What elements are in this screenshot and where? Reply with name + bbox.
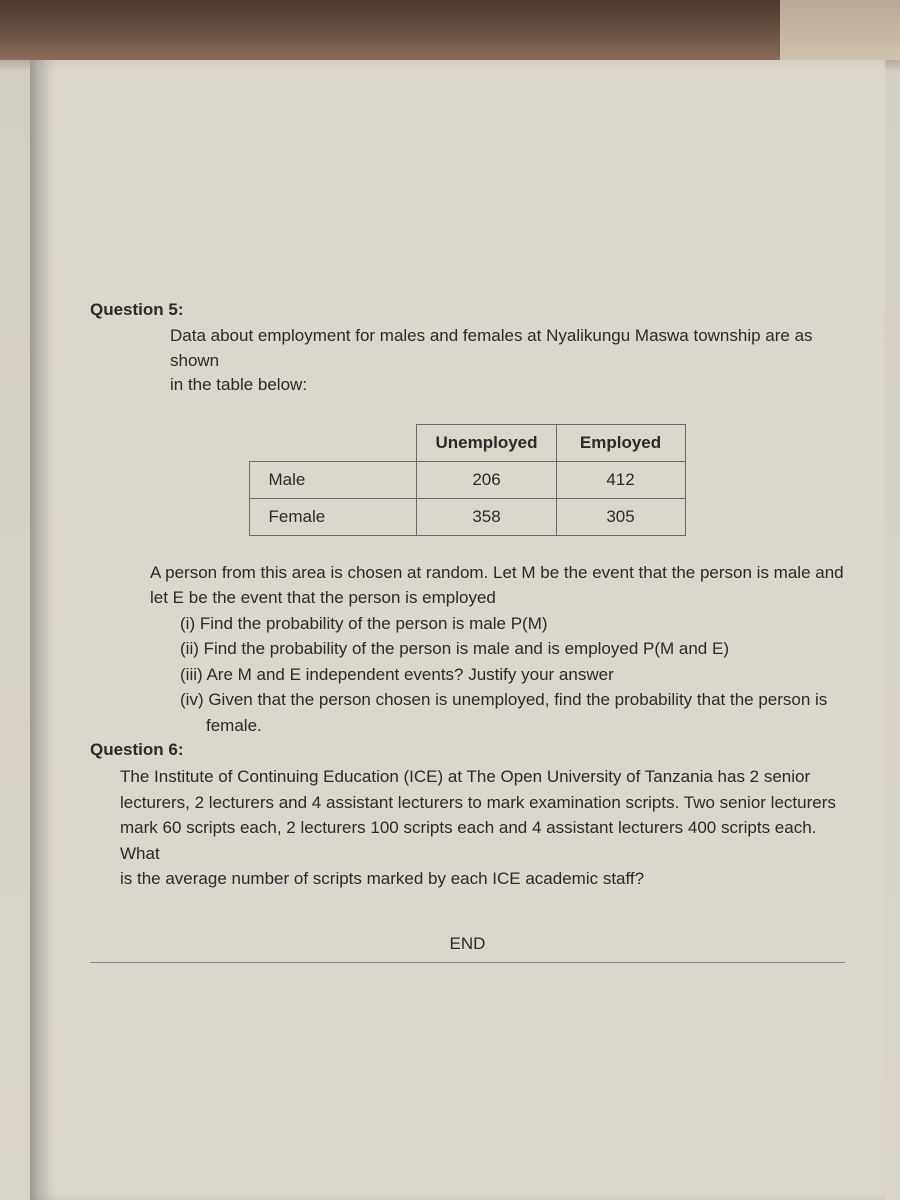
q6-line4: is the average number of scripts marked … [120,866,845,892]
cell-female-employed: 305 [556,498,685,535]
question-5-intro-line2: in the table below: [170,375,307,394]
col-unemployed: Unemployed [417,424,556,461]
question-6-body: The Institute of Continuing Education (I… [120,764,845,892]
row-label-male: Male [250,461,417,498]
photo-background-strip [0,0,900,60]
exam-page: Question 5: Data about employment for ma… [30,60,885,1200]
employment-table: Unemployed Employed Male 206 412 Female … [249,424,685,536]
q5-body-line1: A person from this area is chosen at ran… [150,560,845,586]
cell-male-employed: 412 [556,461,685,498]
q5-part-ii: (ii) Find the probability of the person … [180,636,845,662]
table-row-female: Female 358 305 [250,498,685,535]
col-employed: Employed [556,424,685,461]
q5-part-iv: (iv) Given that the person chosen is une… [180,687,845,713]
cell-male-unemployed: 206 [417,461,556,498]
end-rule [90,962,845,963]
end-marker: END [90,934,845,963]
question-5-body: A person from this area is chosen at ran… [150,560,845,739]
q6-line3: mark 60 scripts each, 2 lecturers 100 sc… [120,815,845,866]
question-6-label: Question 6: [90,740,845,760]
q6-line2: lecturers, 2 lecturers and 4 assistant l… [120,790,845,816]
q6-line1: The Institute of Continuing Education (I… [120,764,845,790]
table-header-row: Unemployed Employed [250,424,685,461]
question-5-label: Question 5: [90,300,845,320]
q5-body-line2: let E be the event that the person is em… [150,585,845,611]
question-5-intro-line1: Data about employment for males and fema… [170,326,813,370]
q5-part-iv-continued: female. [206,713,845,739]
q5-part-iii: (iii) Are M and E independent events? Ju… [180,662,845,688]
table-blank-cell [250,424,417,461]
page-fold-shadow [30,60,58,1200]
end-text: END [450,934,486,953]
q5-part-i: (i) Find the probability of the person i… [180,611,845,637]
question-5-intro: Data about employment for males and fema… [170,324,845,398]
cell-female-unemployed: 358 [417,498,556,535]
row-label-female: Female [250,498,417,535]
table-row-male: Male 206 412 [250,461,685,498]
